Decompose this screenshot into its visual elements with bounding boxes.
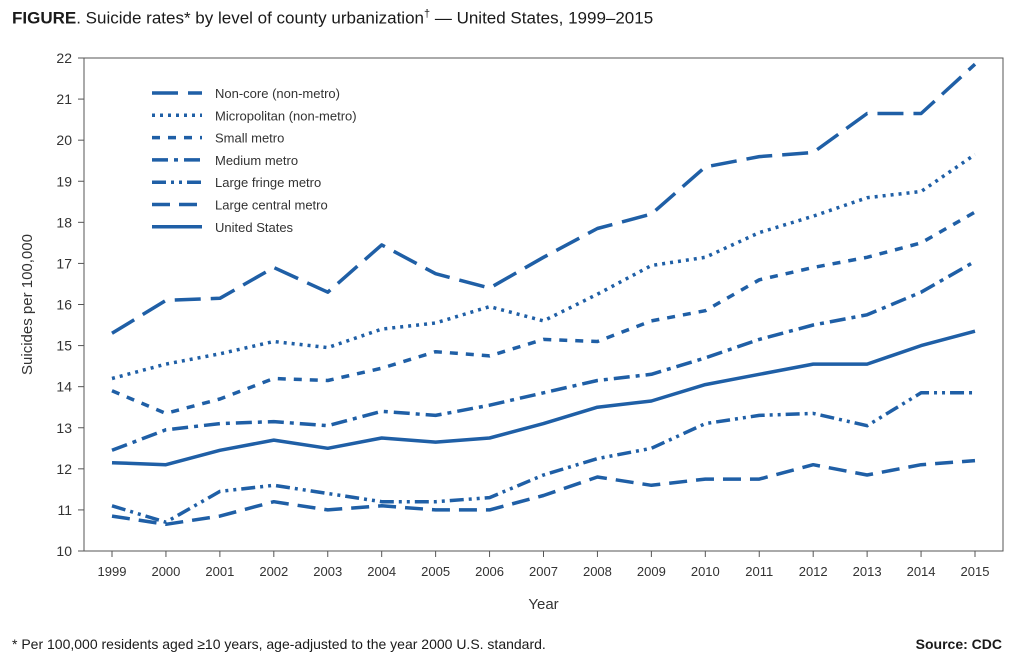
y-tick-label: 22 [56,50,72,66]
series-line-non-core-non-metro [111,62,977,335]
y-tick-label: 21 [56,91,72,107]
x-tick-label: 2004 [367,564,396,579]
series-line-medium-metro [111,259,976,452]
y-tick-label: 16 [56,297,72,313]
line-chart: 10 11 12 13 14 15 16 17 18 19 20 21 22 1999 2000 2001 20… [19,50,1004,613]
footnote: * Per 100,000 residents aged ≥10 years, … [12,636,546,652]
y-tick-label: 14 [56,379,72,395]
x-tick-label: 2010 [691,564,720,579]
legend-entry: Non-core (non-metro) [215,86,340,101]
x-tick-label: 2005 [421,564,450,579]
series-line-large-central-metro [111,458,976,527]
x-tick-label: 1999 [98,564,127,579]
y-tick-label: 19 [56,173,72,189]
x-axis-label: Year [528,596,558,613]
chart-title: FIGURE. Suicide rates* by level of count… [12,8,653,29]
x-tick-label: 2013 [853,564,882,579]
legend-entry: United States [215,220,294,235]
y-tick-label: 10 [56,543,72,559]
title-text: . Suicide rates* by level of county urba… [76,8,424,28]
x-tick-label: 2012 [799,564,828,579]
x-tick-label: 2008 [583,564,612,579]
y-tick-label: 12 [56,461,72,477]
x-tick-label: 2011 [745,564,773,579]
y-axis-label: Suicides per 100,000 [19,234,36,375]
figure-label: FIGURE [12,8,77,28]
y-tick-label: 15 [56,338,72,354]
x-tick-label: 2001 [205,564,234,579]
legend-entry: Large central metro [215,198,328,213]
series-line-small-metro [111,210,976,416]
y-tick-label: 18 [56,214,72,230]
x-tick-label: 2015 [961,564,990,579]
title-dagger: † [424,8,431,20]
x-tick-label: 2014 [907,564,936,579]
source-credit: Source: CDC [915,636,1002,652]
x-tick-label: 2009 [637,564,666,579]
legend-entry: Large fringe metro [215,175,321,190]
y-tick-label: 11 [57,502,72,518]
series-line-united-states [111,329,976,467]
legend-entry: Small metro [215,131,284,146]
y-tick-label: 20 [56,132,72,148]
x-tick-label: 2000 [151,564,180,579]
legend-entry: Medium metro [215,153,298,168]
x-tick-label: 2006 [475,564,504,579]
x-tick-label: 2007 [529,564,558,579]
title-text-after: — United States, 1999–2015 [430,8,654,28]
y-tick-label: 13 [56,420,72,436]
y-tick-label: 17 [56,255,72,271]
x-tick-label: 2002 [259,564,288,579]
legend-entry: Micropolitan (non-metro) [215,108,357,123]
x-tick-label: 2003 [313,564,342,579]
series-line-micropolitan-non-metro [111,153,976,381]
series-line-large-fringe-metro [111,391,975,524]
